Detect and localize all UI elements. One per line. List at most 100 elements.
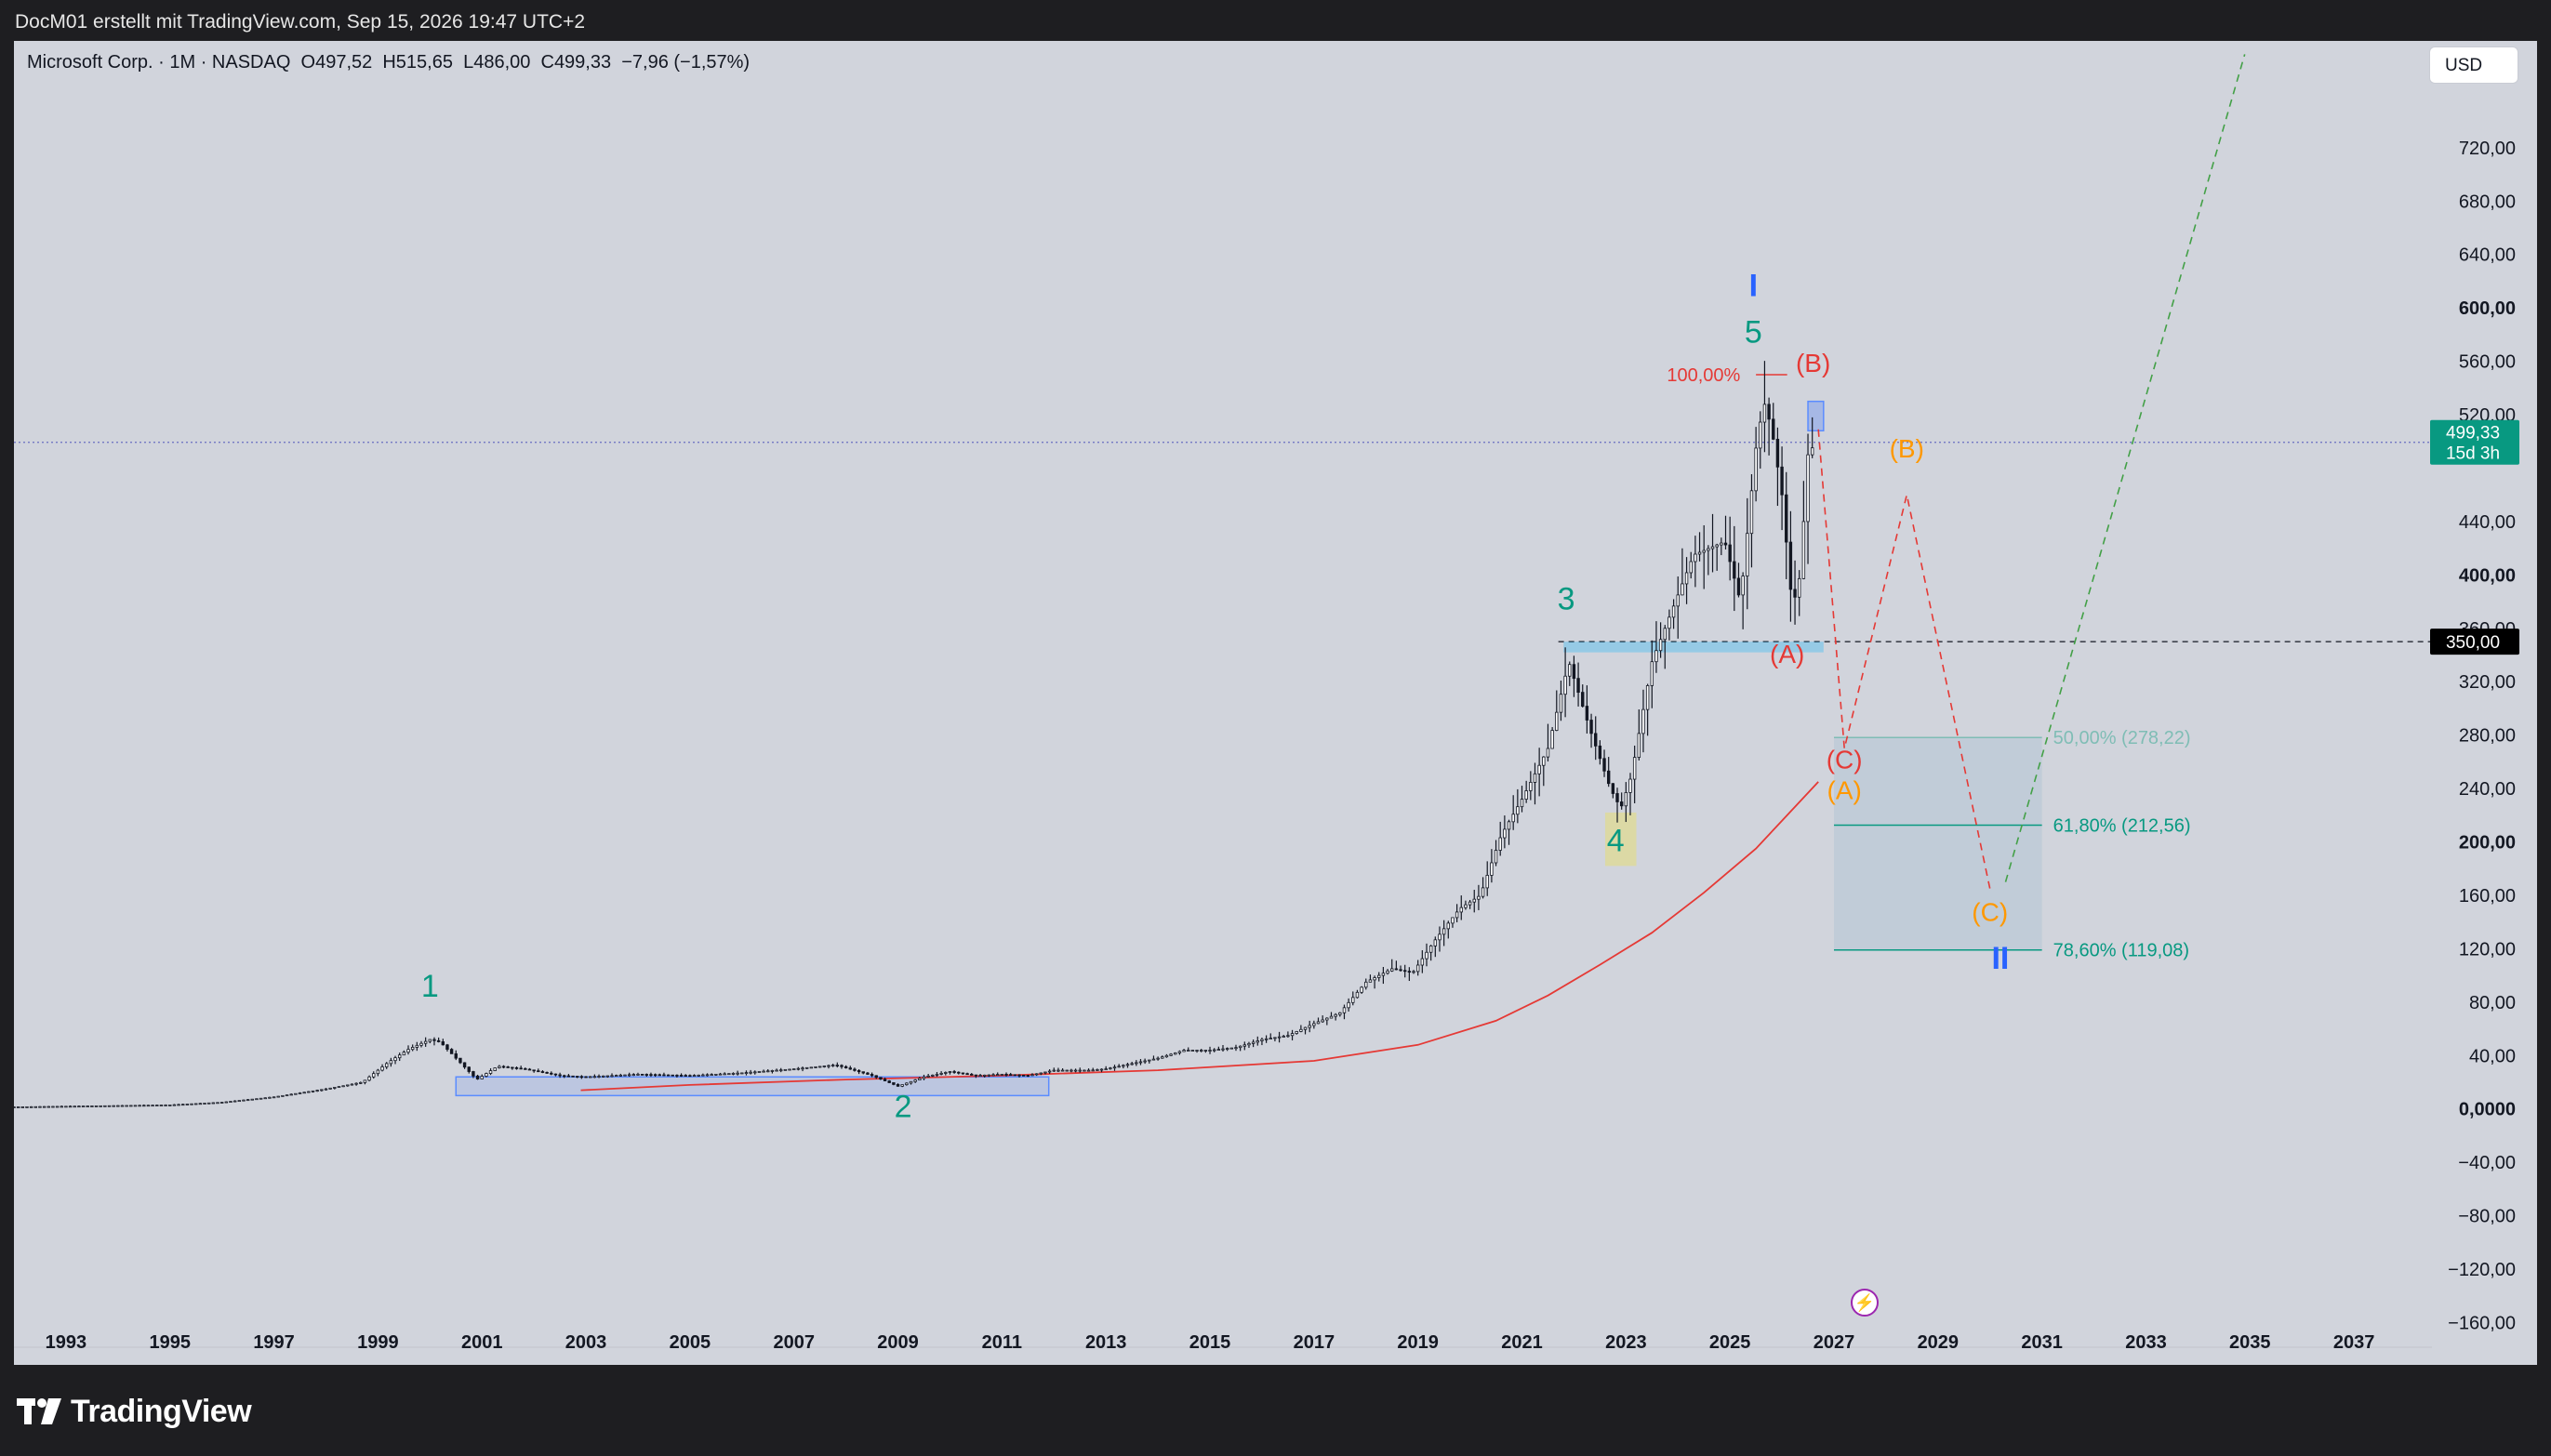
y-tick-label: −120,00 (2448, 1260, 2516, 1280)
candle-body (1667, 616, 1671, 629)
tradingview-logo[interactable]: TradingView (17, 1391, 252, 1432)
moving-average-line (580, 781, 1819, 1092)
candle-body (1641, 708, 1645, 735)
y-tick-label: 600,00 (2459, 298, 2516, 319)
candle-body (553, 1073, 558, 1076)
candle-body (1503, 828, 1507, 839)
candle-body (246, 1099, 250, 1102)
candle-body (1164, 1054, 1169, 1058)
candle-body (1047, 1070, 1052, 1073)
candle-body (640, 1073, 644, 1076)
candle-body (1555, 711, 1559, 731)
candle-body (1412, 971, 1415, 973)
candle-body (393, 1057, 397, 1062)
candle-body (493, 1067, 497, 1071)
candle-body (1169, 1053, 1173, 1056)
chart-area[interactable]: 720,00 680,00 640,00 600,00 560,00 520,00 440,… (14, 41, 2537, 1365)
candle-body (636, 1073, 640, 1076)
y-tick-label: 680,00 (2459, 192, 2516, 212)
candle-body (991, 1074, 995, 1077)
candle-body (233, 1100, 237, 1103)
candle-body (1788, 541, 1793, 590)
candle-body (81, 1105, 86, 1108)
candle-body (311, 1090, 315, 1092)
candle-body (931, 1074, 935, 1077)
candle-body (731, 1073, 736, 1075)
candle-body (1017, 1074, 1021, 1077)
candle-body (770, 1070, 775, 1072)
wave-label: 2 (895, 1089, 912, 1124)
candle-body (1438, 933, 1442, 941)
candle-body (631, 1074, 636, 1077)
candle-body (389, 1060, 393, 1065)
support-price-value: 350,00 (2446, 633, 2500, 653)
candle-body (1645, 685, 1650, 710)
lightning-icon[interactable]: ⚡ (1851, 1289, 1879, 1317)
candle-body (1316, 1021, 1321, 1025)
candle-body (410, 1047, 415, 1051)
candle-body (905, 1082, 909, 1086)
candle-body (1407, 971, 1412, 973)
candle-body (822, 1066, 827, 1067)
candle-body (866, 1072, 870, 1075)
candle-body (1415, 964, 1420, 973)
candle-body (51, 1105, 55, 1108)
candle-body (524, 1067, 527, 1070)
candle-body (653, 1074, 658, 1077)
candle-body (762, 1070, 765, 1073)
candle-body (363, 1079, 367, 1083)
candle-body (1568, 664, 1572, 677)
candle-body (610, 1075, 614, 1078)
ohlc-values: O497,52 H515,65 L486,00 C499,33 −7,96 (−… (300, 52, 751, 73)
candle-body (1654, 650, 1658, 663)
candle-body (896, 1083, 900, 1087)
currency-button[interactable]: USD (2429, 46, 2518, 84)
candle-body (537, 1070, 540, 1073)
x-tick-label: 2035 (2229, 1332, 2271, 1353)
candle-body (324, 1088, 328, 1091)
y-tick-label: 240,00 (2459, 779, 2516, 800)
candle-body (29, 1105, 33, 1108)
candle-body (1338, 1012, 1342, 1015)
candle-body (99, 1105, 102, 1107)
candle-body (900, 1084, 904, 1087)
symbol-name: Microsoft Corp. · 1M · NASDAQ (27, 52, 291, 73)
candle-body (142, 1105, 146, 1107)
candle-body (1524, 790, 1528, 800)
candle-body (978, 1075, 982, 1077)
candle-body (1130, 1063, 1134, 1066)
candle-body (1008, 1074, 1013, 1077)
candle-body (1563, 675, 1567, 695)
price-chart[interactable]: 720,00680,00640,00600,00560,00520,00440,… (14, 41, 2537, 1365)
y-tick-label: 280,00 (2459, 726, 2516, 747)
candle-body (1433, 939, 1438, 946)
candle-body (341, 1085, 345, 1088)
candle-body (272, 1096, 276, 1099)
candle-body (55, 1105, 60, 1108)
candle-body (1312, 1023, 1316, 1026)
x-tick-label: 2025 (1709, 1332, 1751, 1353)
candle-body (1308, 1025, 1311, 1028)
candle-body (710, 1074, 713, 1077)
last-price-countdown: 15d 3h (2446, 444, 2500, 464)
candle-body (1200, 1050, 1203, 1052)
candle-body (1589, 720, 1593, 735)
candle-body (1628, 778, 1632, 793)
candle-body (1494, 850, 1498, 864)
candle-body (1390, 968, 1394, 972)
candle-body (73, 1105, 76, 1108)
candle-body (1754, 447, 1758, 492)
y-tick-label: 40,00 (2469, 1046, 2516, 1066)
candle-body (987, 1074, 991, 1077)
candle-body (545, 1072, 549, 1074)
candle-body (1694, 553, 1697, 563)
y-tick-label: −80,00 (2458, 1207, 2516, 1227)
candle-body (597, 1076, 601, 1078)
candle-body (1004, 1073, 1008, 1076)
candle-body (861, 1071, 865, 1074)
candle-body (1260, 1039, 1264, 1041)
candle-body (817, 1066, 822, 1068)
candle-body (193, 1103, 198, 1105)
support-box (455, 1076, 1050, 1097)
candle-body (242, 1099, 246, 1102)
